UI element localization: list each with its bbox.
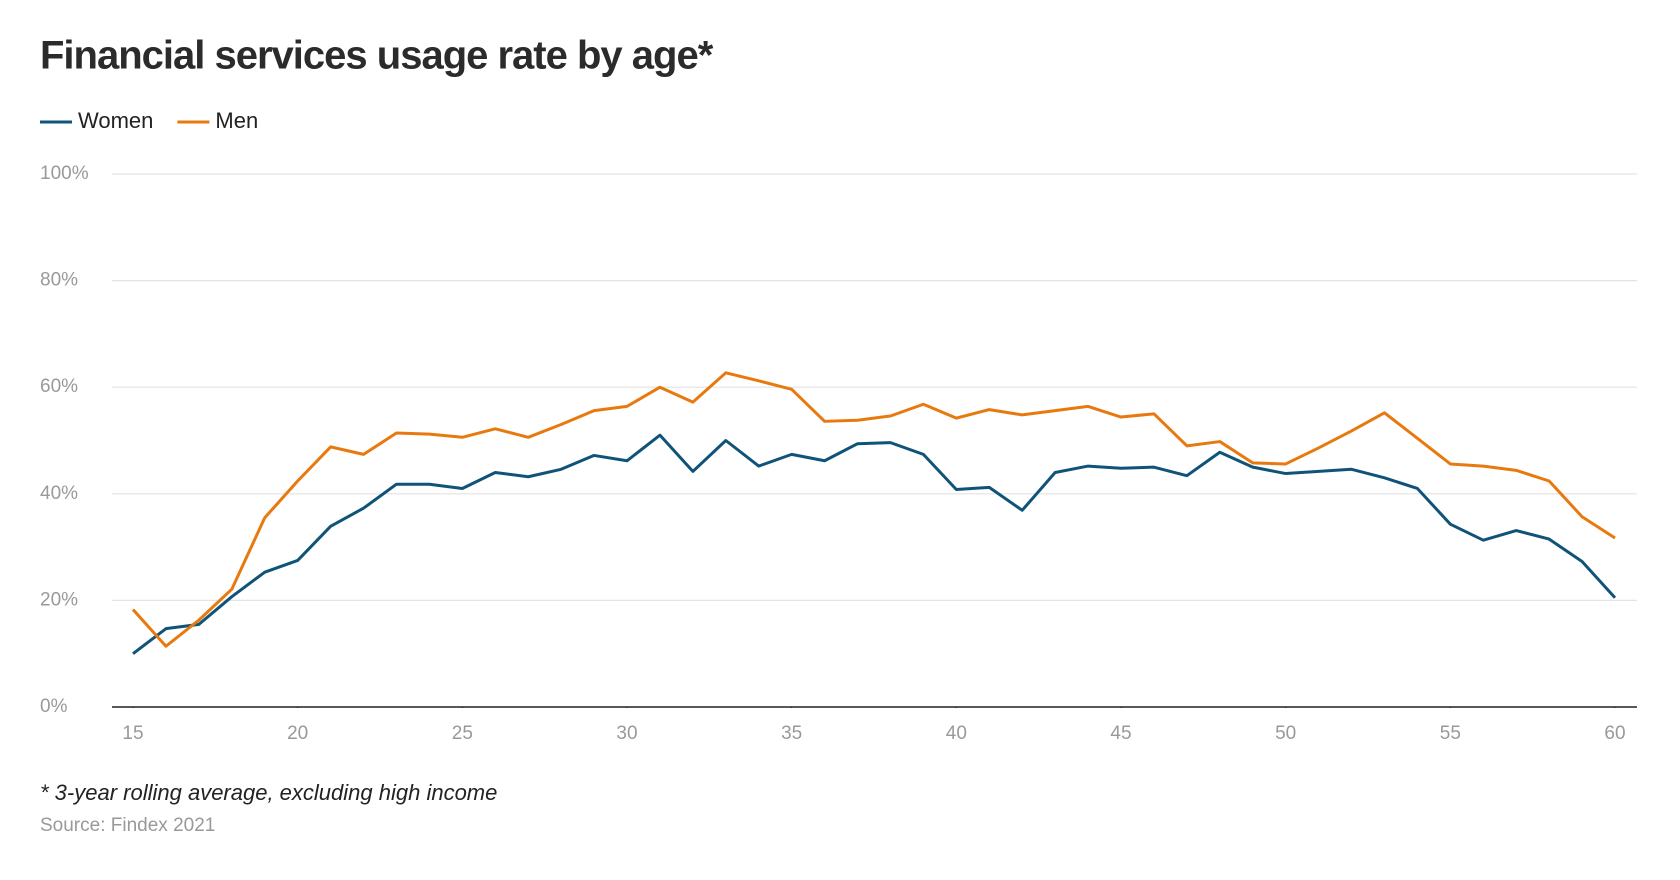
series-line — [132, 433, 1617, 655]
x-tick-label: 30 — [616, 723, 637, 744]
x-tick-label: 60 — [1604, 723, 1625, 744]
x-tick-label: 35 — [781, 723, 802, 744]
chart-title: Financial services usage rate by age* — [40, 34, 714, 78]
footnote: * 3-year rolling average, excluding high… — [40, 780, 497, 805]
series-line — [131, 371, 1616, 648]
x-tick-label: 25 — [452, 723, 473, 744]
x-tick-label: 40 — [946, 723, 967, 744]
x-tick-label: 50 — [1275, 723, 1296, 744]
y-tick-label: 20% — [40, 589, 78, 610]
legend-label: Men — [215, 108, 258, 133]
y-tick-label: 40% — [40, 483, 78, 504]
legend: Women Men — [40, 108, 258, 133]
x-tick-label: 20 — [287, 723, 308, 744]
y-tick-label: 80% — [40, 270, 78, 291]
x-tick-label: 15 — [122, 723, 143, 744]
x-tick-label: 45 — [1110, 723, 1131, 744]
legend-label: Women — [78, 108, 153, 133]
y-tick-label: 100% — [40, 163, 89, 184]
y-tick-label: 60% — [40, 376, 78, 397]
y-tick-label: 0% — [40, 696, 68, 717]
source: Source: Findex 2021 — [40, 815, 215, 836]
x-tick-label: 55 — [1440, 723, 1461, 744]
